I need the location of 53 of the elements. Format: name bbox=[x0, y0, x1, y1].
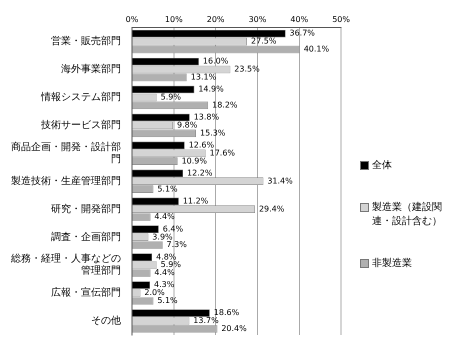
data-label: 20.4% bbox=[221, 324, 248, 334]
x-tick-label: 50% bbox=[332, 14, 350, 24]
data-label: 23.5% bbox=[234, 64, 260, 74]
y-tick-label: その他 bbox=[91, 314, 121, 327]
y-tick-label: 情報システム部門 bbox=[40, 91, 121, 104]
data-label: 31.4% bbox=[267, 176, 294, 186]
data-label: 5.9% bbox=[160, 260, 182, 270]
y-tick-label: 総務・経理・人事などの管理部門 bbox=[10, 252, 121, 277]
data-label: 4.4% bbox=[154, 268, 176, 278]
data-label: 6.4% bbox=[162, 224, 184, 234]
data-label: 5.9% bbox=[160, 92, 182, 102]
y-tick-label: 技術サービス部門 bbox=[40, 119, 121, 132]
x-tick-label: 0% bbox=[126, 14, 139, 24]
data-label: 14.9% bbox=[198, 84, 224, 94]
data-label: 27.5% bbox=[251, 36, 277, 46]
y-tick-label: 研究・開発部門 bbox=[51, 202, 121, 215]
data-label: 4.3% bbox=[154, 280, 175, 290]
data-label: 18.2% bbox=[212, 100, 238, 110]
data-label: 17.6% bbox=[210, 148, 236, 158]
x-tick-label: 10% bbox=[164, 14, 184, 24]
data-label: 2.0% bbox=[144, 288, 166, 298]
y-tick-label: 海外事業部門 bbox=[61, 63, 121, 76]
data-label: 16.0% bbox=[202, 56, 229, 66]
data-label: 12.6% bbox=[188, 140, 215, 150]
data-label: 5.1% bbox=[157, 296, 178, 306]
data-label: 29.4% bbox=[258, 204, 285, 214]
data-label: 4.4% bbox=[154, 212, 176, 222]
data-label: 4.8% bbox=[156, 252, 177, 262]
data-label: 3.9% bbox=[152, 232, 174, 242]
data-label: 18.6% bbox=[214, 308, 240, 318]
data-label: 5.1% bbox=[157, 184, 178, 194]
data-label: 40.1% bbox=[304, 44, 330, 54]
y-tick-label: 営業・販売部門 bbox=[51, 35, 121, 48]
legend-label: 非製造業 bbox=[372, 256, 412, 270]
x-tick-label: 40% bbox=[290, 14, 309, 24]
y-tick-label: 製造技術・生産管理部門 bbox=[11, 174, 121, 187]
data-label: 12.2% bbox=[187, 168, 213, 178]
data-label: 10.9% bbox=[182, 156, 208, 166]
y-tick-label: 広報・宣伝部門 bbox=[51, 286, 121, 299]
y-tick-label: 調査・企画部門 bbox=[51, 230, 121, 243]
x-tick-label: 20% bbox=[206, 14, 225, 24]
x-tick-label: 30% bbox=[248, 14, 267, 24]
data-label: 7.3% bbox=[166, 240, 188, 250]
data-label: 11.2% bbox=[182, 196, 209, 206]
legend-label: 全体 bbox=[372, 159, 392, 172]
y-tick-label: 商品企画・開発・設計部門 bbox=[11, 140, 121, 165]
data-label: 13.8% bbox=[194, 112, 220, 122]
data-label: 36.7% bbox=[289, 28, 316, 38]
data-label: 13.1% bbox=[190, 72, 217, 82]
data-label: 15.3% bbox=[200, 128, 226, 138]
legend-label: 製造業（建設関連・設計含む） bbox=[372, 200, 443, 228]
data-label: 9.8% bbox=[176, 120, 198, 130]
data-label: 13.7% bbox=[193, 316, 220, 326]
